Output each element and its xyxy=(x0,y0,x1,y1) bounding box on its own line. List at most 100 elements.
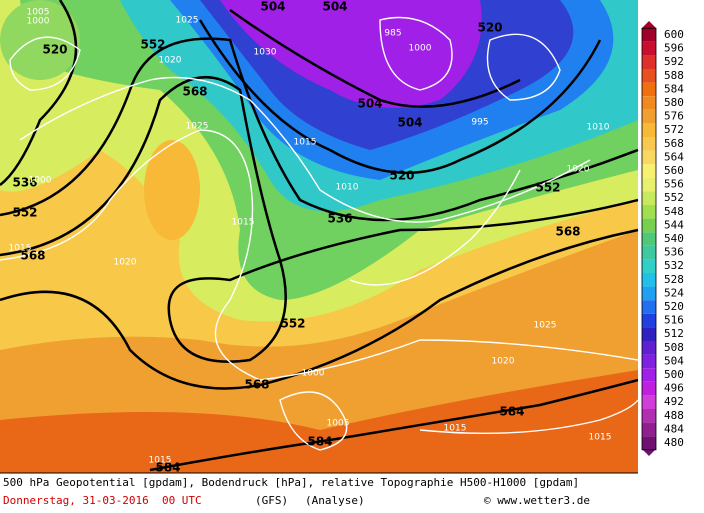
height-contours xyxy=(0,0,639,472)
contour xyxy=(149,378,639,472)
colorbar-label: 484 xyxy=(664,422,684,435)
colorbar-swatch xyxy=(642,28,656,42)
pressure-label: 1015 xyxy=(9,244,32,254)
footer-date: Donnerstag, 31-03-2016 00 UTC xyxy=(3,494,202,507)
colorbar-swatch xyxy=(642,205,656,219)
height-label: 552 xyxy=(140,38,165,52)
colorbar-swatch xyxy=(642,422,656,437)
colorbar-label: 508 xyxy=(664,341,684,354)
colorbar-label: 524 xyxy=(664,286,684,299)
colorbar-frame xyxy=(641,27,657,451)
colorbar-arrow-bottom xyxy=(642,449,656,456)
colorbar-swatch xyxy=(642,96,656,110)
colorbar-swatch xyxy=(642,232,656,246)
isobar xyxy=(0,129,639,381)
pressure-label: 1025 xyxy=(534,321,557,331)
field-band xyxy=(144,140,200,240)
colorbar-swatch xyxy=(642,177,656,192)
contour xyxy=(0,0,602,186)
height-label: 584 xyxy=(307,435,332,449)
footer-background xyxy=(0,473,704,513)
pressure-label: 1015 xyxy=(149,456,172,466)
height-label: 504 xyxy=(357,97,382,111)
colorbar-label: 516 xyxy=(664,314,684,327)
colorbar-swatch xyxy=(642,300,656,314)
colorbar-swatch xyxy=(642,245,656,260)
map-labels: 504 504 504 504 520 520 520 536 536 552 552 552 552 5… xyxy=(9,0,612,475)
field-band xyxy=(0,0,80,80)
colorbar-swatch xyxy=(642,109,656,124)
height-label: 584 xyxy=(155,461,180,475)
colorbar-swatch xyxy=(642,41,656,56)
colorbar-label: 496 xyxy=(664,382,684,395)
colorbar-label: 560 xyxy=(664,164,684,177)
height-label: 552 xyxy=(535,181,560,195)
colorbar-arrow-top xyxy=(642,21,656,28)
colorbar-label: 504 xyxy=(664,354,684,367)
colorbar-swatch xyxy=(642,436,656,450)
isobar xyxy=(349,169,521,286)
height-label: 536 xyxy=(327,212,352,226)
pressure-label: 1015 xyxy=(294,138,317,148)
colorbar-swatch xyxy=(642,286,656,301)
colorbar: 6005965925885845805765725685645605565525… xyxy=(641,21,684,456)
colorbar-label: 572 xyxy=(664,123,684,136)
pressure-label: 1025 xyxy=(176,16,199,26)
isobar xyxy=(379,16,453,91)
pressure-label: 1000 xyxy=(27,17,50,27)
height-label: 552 xyxy=(280,317,305,331)
isobar xyxy=(9,36,81,91)
colorbar-label: 512 xyxy=(664,327,684,340)
colorbar-label: 500 xyxy=(664,368,684,381)
colorbar-label: 596 xyxy=(664,42,684,55)
footer-description: 500 hPa Geopotential [gpdam], Bodendruck… xyxy=(3,476,579,489)
contour xyxy=(229,8,521,108)
footer-run: (Analyse) xyxy=(305,494,365,507)
footer: 500 hPa Geopotential [gpdam], Bodendruck… xyxy=(0,472,704,513)
height-label: 552 xyxy=(12,206,37,220)
colorbar-label: 528 xyxy=(664,273,684,286)
colorbar-swatch xyxy=(642,123,656,137)
height-label: 504 xyxy=(397,116,422,130)
height-label: 568 xyxy=(555,225,580,239)
pressure-label: 1010 xyxy=(336,183,359,193)
height-label: 536 xyxy=(12,176,37,190)
isobar xyxy=(279,391,348,451)
height-label: 504 xyxy=(260,0,285,14)
pressure-label: 1000 xyxy=(302,369,325,379)
colorbar-label: 568 xyxy=(664,137,684,150)
height-label: 504 xyxy=(322,0,347,14)
colorbar-label: 540 xyxy=(664,232,684,245)
pressure-label: 1000 xyxy=(409,44,432,54)
pressure-label: 1015 xyxy=(444,424,467,434)
contour xyxy=(0,75,639,363)
colorbar-label: 480 xyxy=(664,436,684,449)
colorbar-label: 520 xyxy=(664,300,684,313)
colorbar-label: 576 xyxy=(664,110,684,123)
field-band xyxy=(220,0,482,108)
colorbar-swatch xyxy=(642,150,656,165)
pressure-label: 1005 xyxy=(27,8,50,18)
colorbar-swatch xyxy=(642,341,656,355)
footer-credit: © www.wetter3.de xyxy=(484,494,590,507)
field-band xyxy=(0,370,638,473)
colorbar-label: 564 xyxy=(664,150,684,163)
isobars xyxy=(0,16,639,451)
colorbar-label: 532 xyxy=(664,259,684,272)
colorbar-swatch xyxy=(642,164,656,178)
contour xyxy=(0,228,639,390)
colorbar-swatch xyxy=(642,259,656,273)
pressure-label: 1025 xyxy=(186,122,209,132)
pressure-label: 1020 xyxy=(567,165,590,175)
height-label: 568 xyxy=(182,85,207,99)
colorbar-label: 548 xyxy=(664,205,684,218)
colorbar-swatch xyxy=(642,218,656,233)
isobar xyxy=(486,33,561,101)
height-label: 584 xyxy=(499,405,524,419)
pressure-label: 1030 xyxy=(254,48,277,58)
colorbar-swatch xyxy=(642,327,656,341)
height-label: 568 xyxy=(20,249,45,263)
pressure-label: 1000 xyxy=(29,176,52,186)
pressure-label: 1020 xyxy=(159,56,182,66)
